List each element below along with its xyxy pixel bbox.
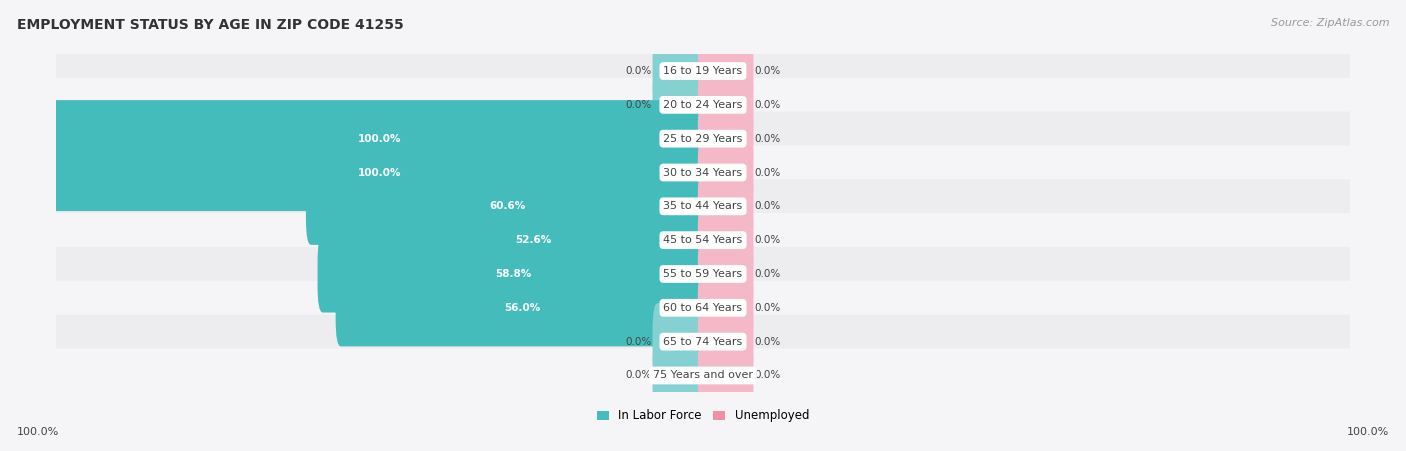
- FancyBboxPatch shape: [652, 66, 709, 143]
- Text: 100.0%: 100.0%: [359, 167, 401, 178]
- FancyBboxPatch shape: [51, 145, 1355, 199]
- Text: 0.0%: 0.0%: [755, 167, 780, 178]
- Text: 75 Years and over: 75 Years and over: [652, 370, 754, 381]
- FancyBboxPatch shape: [336, 269, 709, 346]
- Text: 65 to 74 Years: 65 to 74 Years: [664, 336, 742, 347]
- Text: 35 to 44 Years: 35 to 44 Years: [664, 201, 742, 212]
- FancyBboxPatch shape: [307, 168, 709, 245]
- Text: 0.0%: 0.0%: [755, 133, 780, 144]
- FancyBboxPatch shape: [357, 202, 709, 279]
- FancyBboxPatch shape: [51, 213, 1355, 267]
- Text: 0.0%: 0.0%: [755, 370, 780, 381]
- Text: EMPLOYMENT STATUS BY AGE IN ZIP CODE 41255: EMPLOYMENT STATUS BY AGE IN ZIP CODE 412…: [17, 18, 404, 32]
- Text: 0.0%: 0.0%: [755, 336, 780, 347]
- FancyBboxPatch shape: [51, 348, 1355, 402]
- FancyBboxPatch shape: [51, 111, 1355, 166]
- Text: 45 to 54 Years: 45 to 54 Years: [664, 235, 742, 245]
- FancyBboxPatch shape: [697, 202, 754, 279]
- Text: 100.0%: 100.0%: [1347, 428, 1389, 437]
- FancyBboxPatch shape: [697, 303, 754, 380]
- FancyBboxPatch shape: [652, 303, 709, 380]
- FancyBboxPatch shape: [697, 100, 754, 177]
- Text: 0.0%: 0.0%: [755, 66, 780, 76]
- FancyBboxPatch shape: [51, 134, 709, 211]
- Text: 52.6%: 52.6%: [515, 235, 551, 245]
- Text: 0.0%: 0.0%: [626, 100, 651, 110]
- Text: 0.0%: 0.0%: [626, 336, 651, 347]
- FancyBboxPatch shape: [697, 337, 754, 414]
- FancyBboxPatch shape: [51, 100, 709, 177]
- FancyBboxPatch shape: [51, 78, 1355, 132]
- Legend: In Labor Force, Unemployed: In Labor Force, Unemployed: [592, 405, 814, 427]
- Text: 20 to 24 Years: 20 to 24 Years: [664, 100, 742, 110]
- Text: 0.0%: 0.0%: [755, 235, 780, 245]
- Text: 56.0%: 56.0%: [503, 303, 540, 313]
- Text: 0.0%: 0.0%: [755, 269, 780, 279]
- Text: 25 to 29 Years: 25 to 29 Years: [664, 133, 742, 144]
- FancyBboxPatch shape: [51, 179, 1355, 234]
- Text: 100.0%: 100.0%: [359, 133, 401, 144]
- FancyBboxPatch shape: [51, 315, 1355, 369]
- Text: 55 to 59 Years: 55 to 59 Years: [664, 269, 742, 279]
- Text: 100.0%: 100.0%: [17, 428, 59, 437]
- Text: 0.0%: 0.0%: [626, 66, 651, 76]
- Text: 0.0%: 0.0%: [626, 370, 651, 381]
- Text: Source: ZipAtlas.com: Source: ZipAtlas.com: [1271, 18, 1389, 28]
- Text: 60 to 64 Years: 60 to 64 Years: [664, 303, 742, 313]
- Text: 0.0%: 0.0%: [755, 201, 780, 212]
- FancyBboxPatch shape: [697, 235, 754, 313]
- FancyBboxPatch shape: [697, 168, 754, 245]
- Text: 60.6%: 60.6%: [489, 201, 526, 212]
- FancyBboxPatch shape: [697, 32, 754, 110]
- FancyBboxPatch shape: [51, 247, 1355, 301]
- FancyBboxPatch shape: [652, 32, 709, 110]
- Text: 0.0%: 0.0%: [755, 303, 780, 313]
- Text: 16 to 19 Years: 16 to 19 Years: [664, 66, 742, 76]
- FancyBboxPatch shape: [51, 281, 1355, 335]
- FancyBboxPatch shape: [318, 235, 709, 313]
- Text: 30 to 34 Years: 30 to 34 Years: [664, 167, 742, 178]
- FancyBboxPatch shape: [697, 134, 754, 211]
- Text: 58.8%: 58.8%: [495, 269, 531, 279]
- FancyBboxPatch shape: [697, 269, 754, 346]
- Text: 0.0%: 0.0%: [755, 100, 780, 110]
- FancyBboxPatch shape: [652, 337, 709, 414]
- FancyBboxPatch shape: [697, 66, 754, 143]
- FancyBboxPatch shape: [51, 44, 1355, 98]
